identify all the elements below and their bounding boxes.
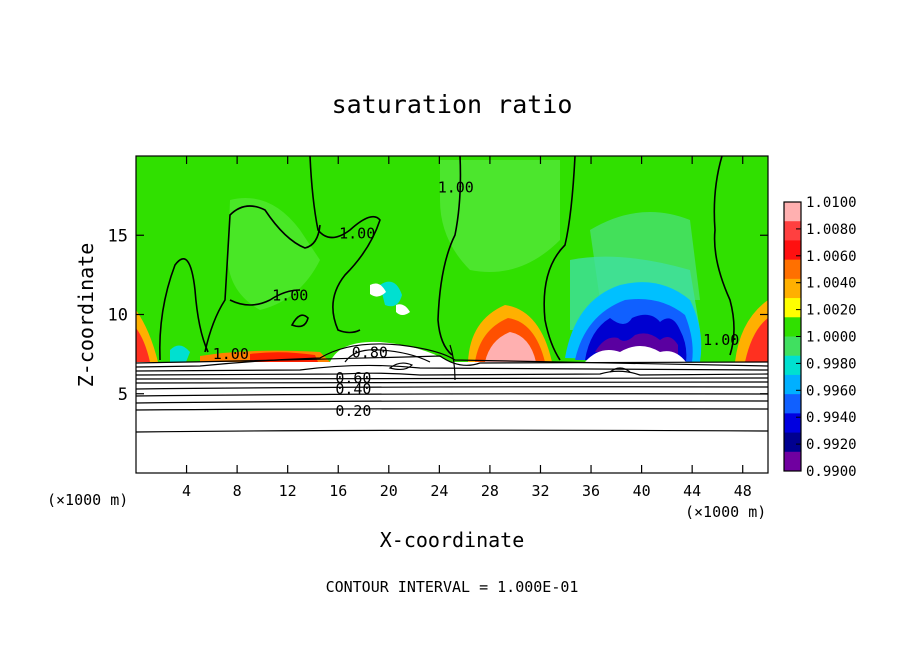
white-speck — [370, 283, 386, 297]
y-axis-label: Z-coordinate — [74, 243, 98, 388]
contour-label: 1.00 — [213, 345, 249, 363]
colorbar-swatch — [784, 317, 801, 337]
x-axis-ticks: 4 8 12 16 20 24 28 32 36 40 44 48 — [182, 156, 752, 500]
x-tick-label: 44 — [683, 482, 701, 500]
contour-line — [309, 156, 381, 334]
colorbar-swatch — [784, 259, 801, 280]
moist-zone-left-core — [136, 328, 150, 362]
contour-line — [136, 364, 768, 372]
dry-zone-deep — [595, 333, 678, 355]
y-tick-label: 5 — [118, 385, 128, 405]
contour-label: 1.00 — [339, 225, 375, 243]
contours-upper — [158, 156, 735, 361]
contour-line — [136, 343, 768, 368]
colorbar-swatch — [784, 432, 801, 453]
colorbar-label: 1.0040 — [806, 276, 857, 292]
contour-line — [136, 377, 768, 380]
x-tick-label: 16 — [329, 482, 347, 500]
colorbar-swatch — [784, 413, 801, 434]
contour-label: 1.00 — [438, 179, 474, 197]
contour-label: 1.00 — [703, 331, 739, 349]
colorbar: 1.0100 1.0080 1.0060 1.0040 1.0020 1.0000 0.99… — [783, 195, 857, 480]
x-tick-label: 8 — [233, 482, 242, 500]
contour-label: 0.80 — [352, 344, 388, 362]
contour-label: 1.00 — [272, 286, 308, 304]
colorbar-label: 0.9920 — [806, 437, 857, 453]
contour-line — [388, 362, 414, 371]
colorbar-swatch — [784, 355, 801, 376]
contour-line — [136, 400, 768, 404]
contour-line — [609, 367, 631, 373]
chart-title: saturation ratio — [332, 90, 573, 119]
contour-line — [136, 429, 768, 433]
colorbar-label: 1.0100 — [806, 195, 857, 211]
x-tick-label: 12 — [279, 482, 297, 500]
x-tick-label: 32 — [531, 482, 549, 500]
contour-line — [344, 349, 431, 363]
colorbar-swatch — [784, 374, 801, 395]
lower-layer — [136, 362, 768, 473]
colorbar-label: 0.9960 — [806, 383, 857, 399]
y-tick-label: 15 — [108, 226, 128, 246]
colorbar-swatch — [784, 336, 801, 357]
x-tick-label: 48 — [734, 482, 752, 500]
colorbar-label: 0.9980 — [806, 356, 857, 372]
colorbar-label: 1.0000 — [806, 330, 857, 346]
colorbar-label: 1.0080 — [806, 222, 857, 238]
contour-labels: 1.00 1.00 1.00 1.00 1.00 0.80 0.600.40 0.20 — [213, 179, 740, 420]
contour-line — [136, 370, 768, 376]
colorbar-label: 1.0020 — [806, 303, 857, 319]
contour-label: 0.40 — [335, 380, 371, 398]
contour-line — [543, 156, 576, 361]
colorbar-label: 1.0060 — [806, 249, 857, 265]
contours-lower — [136, 343, 768, 433]
colorbar-swatch — [784, 202, 801, 222]
contour-line — [449, 344, 456, 381]
field-patch — [440, 160, 560, 272]
colorbar-swatch — [784, 451, 801, 472]
contour-line — [136, 408, 768, 411]
contour-interval-note: CONTOUR INTERVAL = 1.000E-01 — [326, 578, 579, 596]
contour-line — [136, 386, 768, 390]
contour-label: 0.20 — [335, 402, 371, 420]
colorbar-swatch — [784, 394, 801, 414]
x-tick-label: 36 — [582, 482, 600, 500]
contour-line — [136, 355, 768, 366]
x-unit-right: (×1000 m) — [685, 503, 766, 521]
contour-line — [136, 381, 768, 384]
y-tick-label: 10 — [108, 306, 128, 326]
colorbar-swatch — [784, 278, 801, 299]
x-tick-label: 40 — [633, 482, 651, 500]
cyan-patch — [380, 281, 402, 307]
colorbar-swatch — [784, 221, 801, 241]
x-unit-left: (×1000 m) — [47, 491, 128, 509]
y-axis-ticks: 5 10 15 — [108, 226, 768, 405]
cyan-patch — [170, 345, 190, 362]
contour-line — [713, 156, 735, 356]
x-tick-label: 24 — [430, 482, 448, 500]
colorbar-label: 0.9940 — [806, 410, 857, 426]
x-tick-label: 20 — [380, 482, 398, 500]
moist-zone-core — [485, 332, 536, 362]
white-speck — [396, 304, 410, 315]
colorbar-label: 0.9900 — [806, 464, 857, 480]
contour-label: 0.60 — [335, 369, 371, 387]
contour-line — [204, 205, 321, 353]
moist-zone-right-core — [745, 318, 768, 362]
contour-line — [229, 289, 301, 306]
dry-cap — [585, 346, 686, 362]
colorbar-swatch — [784, 298, 801, 318]
colorbar-swatch — [784, 240, 801, 261]
contour-line — [136, 393, 768, 397]
contour-line — [437, 156, 462, 356]
field-patch — [227, 198, 320, 310]
plot-area: 1.00 1.00 1.00 1.00 1.00 0.80 0.600.40 0.20 — [136, 156, 768, 473]
contour-line — [290, 314, 309, 328]
contour-line — [158, 258, 209, 361]
x-tick-label: 28 — [481, 482, 499, 500]
x-tick-label: 4 — [182, 482, 191, 500]
x-axis-label: X-coordinate — [380, 528, 525, 552]
